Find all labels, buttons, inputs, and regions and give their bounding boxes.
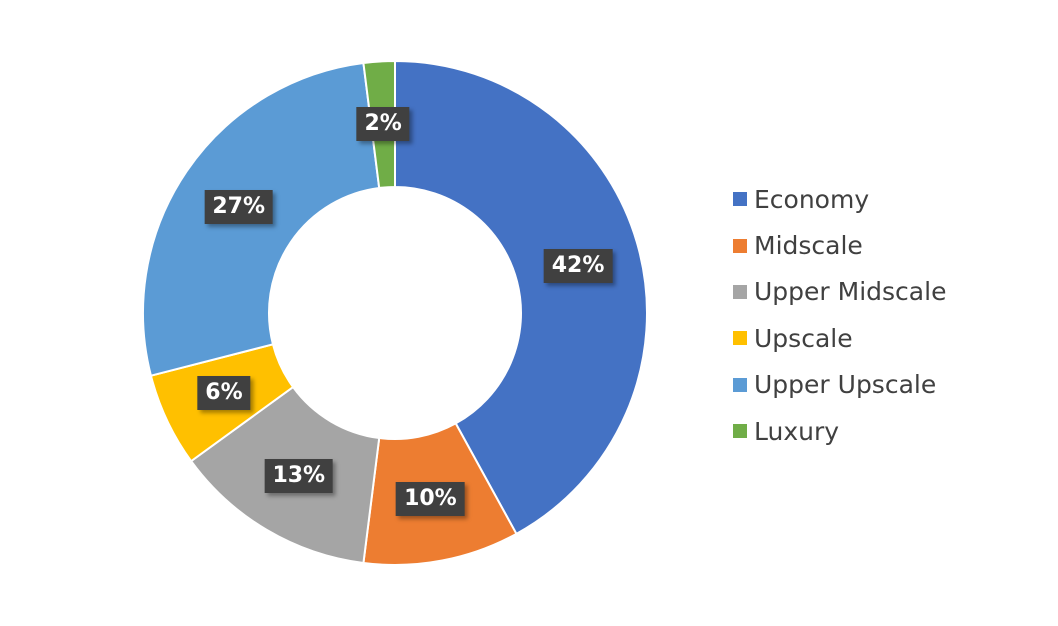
legend-item-luxury: Luxury — [733, 408, 946, 454]
legend-label: Midscale — [754, 231, 863, 261]
legend-swatch — [733, 424, 747, 439]
legend-item-midscale: Midscale — [733, 222, 946, 268]
legend-item-upscale: Upscale — [733, 315, 946, 361]
data-label-luxury: 2% — [356, 107, 410, 142]
data-label-upper-midscale: 13% — [264, 458, 334, 493]
legend-swatch — [733, 377, 747, 392]
data-label-midscale: 10% — [396, 481, 465, 516]
legend-label: Economy — [754, 184, 870, 214]
legend-item-upper-midscale: Upper Midscale — [733, 269, 946, 315]
legend-label: Upper Upscale — [754, 370, 937, 400]
legend-swatch — [733, 192, 747, 207]
legend-label: Upper Midscale — [754, 277, 947, 307]
data-label-upscale: 6% — [197, 376, 251, 411]
legend-swatch — [733, 331, 747, 346]
legend-item-economy: Economy — [733, 176, 946, 222]
data-label-upper-upscale: 27% — [204, 189, 274, 224]
legend: Economy Midscale Upper Midscale Upscale Uppe… — [733, 176, 946, 454]
legend-item-upper-upscale: Upper Upscale — [733, 362, 946, 408]
legend-swatch — [733, 284, 747, 299]
data-label-economy: 42% — [543, 248, 613, 283]
slice-economy — [394, 59, 648, 536]
legend-swatch — [733, 238, 747, 253]
legend-label: Upscale — [754, 323, 853, 353]
legend-label: Luxury — [754, 416, 840, 446]
